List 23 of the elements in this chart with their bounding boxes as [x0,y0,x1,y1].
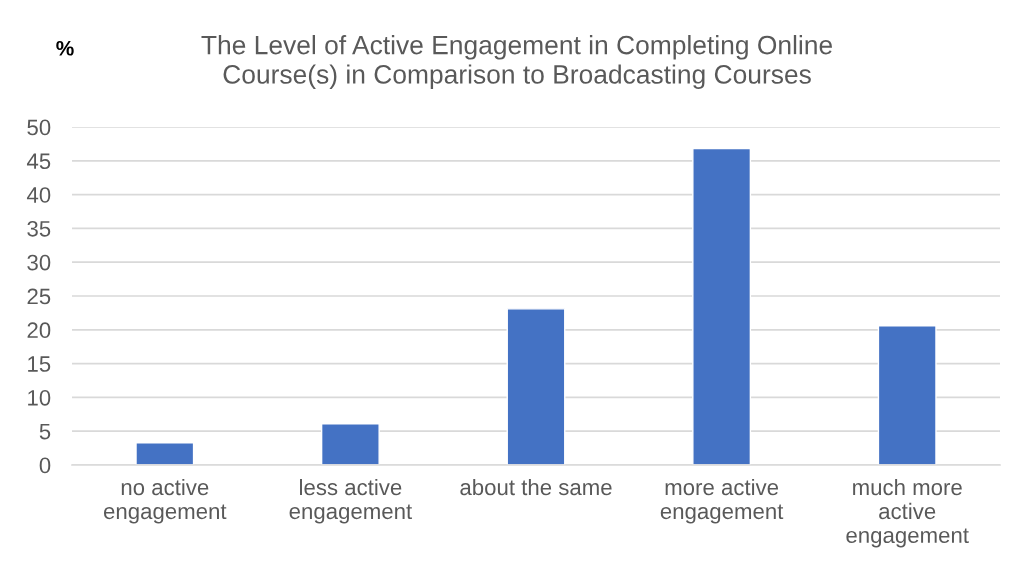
x-tick-label: less active engagement [289,478,413,524]
bar [135,441,195,465]
y-tick-label: 30 [27,254,51,271]
bar [877,325,937,465]
y-tick-label: 45 [26,153,51,170]
y-tick-label: 15 [28,356,51,372]
y-tick-label: 50 [27,119,51,136]
x-tick-label: about the same [460,478,612,496]
bar [692,147,752,465]
x-tick-label: no active engagement [103,478,227,524]
x-tick-label: more active engagement [660,478,784,524]
bar [320,423,380,465]
y-tick-label: 35 [27,220,51,237]
y-tick-label: 5 [39,423,51,440]
y-tick-label: 20 [27,322,51,339]
y-axis-title: % [56,40,74,56]
y-tick-label: 25 [27,288,51,305]
y-tick-label: 10 [28,389,51,406]
y-tick-label: 40 [26,187,51,203]
chart-title: The Level of Active Engagement in Completing Online Course(s) in Comparison to Broadcasting Courses [201,35,832,89]
y-tick-label: 0 [39,457,51,474]
bar [506,308,566,465]
x-tick-label: much more active engagement [846,478,969,548]
